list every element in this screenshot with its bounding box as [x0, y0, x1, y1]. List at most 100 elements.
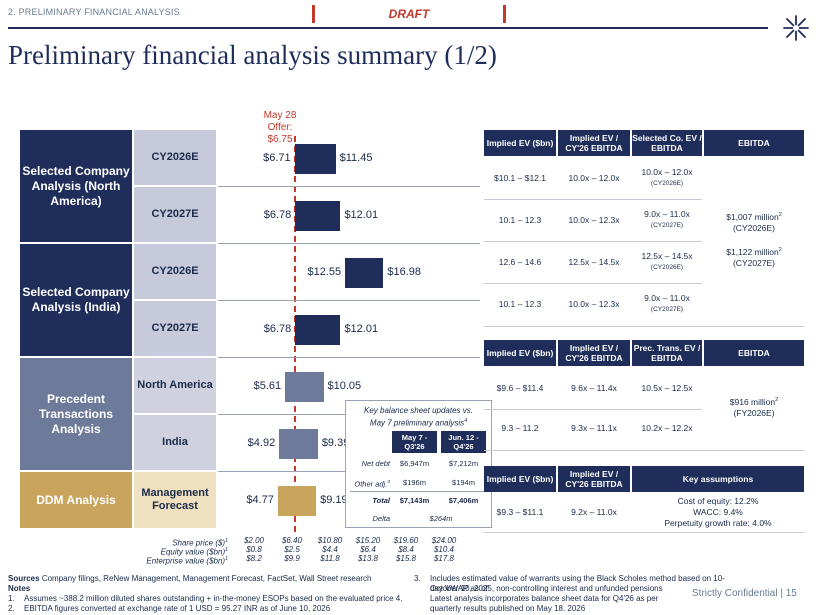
t1-cell: 10.0x – 12.3x [568, 214, 620, 225]
header-rule [8, 27, 768, 29]
axis-value: $8.2 [246, 554, 262, 563]
row-label: CY2026E [134, 130, 216, 185]
bar-low-label: $6.78 [263, 208, 292, 221]
t3-header: Key assumptions [632, 466, 804, 492]
footer-note: October 10, 2025, non-controlling intere… [430, 584, 663, 593]
row-label: CY2026E [134, 244, 216, 299]
confidential-label: Strictly Confidential | 15 [692, 588, 797, 599]
t2-cell: 10.5x – 12.5x [641, 382, 693, 393]
row-divider [218, 357, 480, 358]
t2-header: Implied EV ($bn) [484, 340, 556, 366]
footer-sources: Sources Company filings, ReNew Managemen… [8, 574, 372, 583]
key-row-label: Other adj.3 [354, 479, 390, 489]
range-bar [285, 371, 324, 402]
footer-note-num: 2. [8, 604, 15, 613]
t2-header: EBITDA [704, 340, 804, 366]
axis-value: $8.4 [398, 545, 414, 554]
t1-cell: 10.0x – 12.3x [568, 298, 620, 309]
t2-cell: 9.3 – 11.2 [501, 422, 539, 433]
axis-value: $2.00 [243, 536, 265, 545]
t1-divider [484, 199, 702, 200]
t1-cell: 12.5x – 14.5x [568, 256, 620, 267]
axis-value: $24.00 [431, 536, 457, 545]
t1-cell: 10.1 – 12.3 [498, 214, 542, 225]
t1-cell: 9.0x – 11.0x (CY2027E) [644, 209, 690, 229]
bar-high-label: $12.01 [344, 322, 379, 335]
category-pta: Precedent Transactions Analysis [20, 358, 132, 470]
row-divider [218, 186, 480, 187]
offer-label: May 28 Offer: $6.75 [263, 110, 297, 145]
footer-note-num: 1. [8, 594, 15, 603]
t2-header: Prec. Trans. EV / EBITDA [632, 340, 702, 366]
t3-assumptions: Cost of equity: 12.2% WACC: 9.4% Perpetu… [664, 495, 772, 528]
axis-value: $10.80 [317, 536, 343, 545]
t1-ebitda: $1,007 million2 (CY2026E) [726, 211, 782, 233]
range-bar [277, 485, 317, 516]
t3-header: Implied EV / CY'26 EBITDA [558, 466, 630, 492]
key-box-col2: Jun. 12 - Q4'26 [441, 431, 486, 453]
key-delta-label: Delta [372, 514, 390, 523]
row-divider [218, 300, 480, 301]
section-label: 2. PRELIMINARY FINANCIAL ANALYSIS [8, 7, 180, 17]
key-row-label: Total [372, 496, 390, 505]
axis-value: $6.4 [360, 545, 376, 554]
bar-high-label: $10.05 [327, 379, 362, 392]
axis-value: $2.5 [284, 545, 300, 554]
t1-cell: $10.1 – $12.1 [494, 172, 546, 183]
footer-note: Includes estimated value of warrants usi… [430, 574, 725, 593]
range-bar [279, 428, 318, 459]
footer-notes-label: Notes [8, 584, 31, 593]
t1-cell: 10.1 – 12.3 [498, 298, 542, 309]
bar-high-label: $9.39 [321, 436, 350, 449]
category-india: Selected Company Analysis (India) [20, 244, 132, 356]
footer-note: EBITDA figures converted at exchange rat… [24, 604, 331, 613]
t1-cell: 10.0x – 12.0x [568, 172, 620, 183]
bar-high-label: $9.19 [320, 493, 348, 506]
footer-note: Assumes ~388.2 million diluted shares ou… [24, 594, 403, 603]
axis-value: $10.4 [433, 545, 455, 554]
axis-value: $15.20 [355, 536, 381, 545]
bar-low-label: $6.78 [263, 322, 292, 335]
bar-high-label: $12.01 [344, 208, 379, 221]
axis-value: $4.4 [322, 545, 338, 554]
t1-divider [484, 283, 702, 284]
key-row-value: $196m [403, 478, 426, 487]
key-delta-value: $264m [429, 514, 453, 523]
row-label: North America [134, 358, 216, 413]
bar-low-label: $5.61 [253, 379, 282, 392]
bar-high-label: $16.98 [387, 265, 422, 278]
t2-ebitda: $916 million2 (FY2026E) [729, 396, 779, 418]
category-ddm: DDM Analysis [20, 472, 132, 528]
key-row-value: $7,212m [448, 459, 479, 468]
bar-low-label: $12.55 [307, 265, 342, 278]
axis-value: $6.40 [281, 536, 303, 545]
t1-cell: 10.0x – 12.0x (CY2026E) [641, 167, 693, 187]
axis-ev-label: Enterprise value ($bn)1 [146, 556, 228, 566]
row-label: CY2027E [134, 301, 216, 356]
footer-note: Latest analysis incorporates balance she… [430, 594, 659, 603]
footer-note-num: 3. [414, 574, 421, 583]
key-row-label: Net debt [361, 459, 390, 468]
t1-ebitda: $1,122 million2 (CY2027E) [726, 246, 782, 268]
key-row-value: $6,947m [399, 459, 430, 468]
offer-dashed-line [294, 136, 297, 532]
t1-header: Selected Co. EV / EBITDA [632, 130, 702, 156]
axis-value: $17.8 [433, 554, 455, 563]
t1-cell: 12.5x – 14.5x (CY2026E) [641, 251, 693, 271]
t2-bottom [484, 450, 804, 451]
axis-value: $13.8 [357, 554, 379, 563]
t2-divider [484, 409, 702, 410]
row-label: India [134, 415, 216, 470]
key-row-value: $7,143m [399, 496, 430, 505]
t2-header: Implied EV / CY'26 EBITDA [558, 340, 630, 366]
t1-divider [484, 241, 702, 242]
range-bar [295, 200, 341, 231]
key-row-value: $7,406m [448, 496, 479, 505]
range-bar [294, 143, 336, 174]
key-row-value: $194m [452, 478, 475, 487]
draft-stamp: DRAFT [312, 5, 506, 23]
row-divider [218, 243, 480, 244]
axis-equity-label: Equity value ($bn)1 [160, 547, 228, 557]
t1-cell: 12.6 – 14.6 [498, 256, 542, 267]
key-box-divider [350, 491, 486, 492]
